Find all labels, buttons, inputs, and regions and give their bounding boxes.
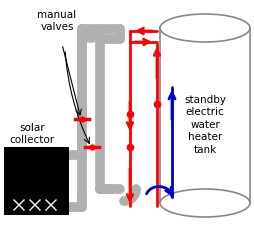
Ellipse shape [159, 189, 249, 217]
Ellipse shape [159, 15, 249, 43]
Bar [159, 29, 249, 203]
Text: standby
electric
water
heater
tank: standby electric water heater tank [183, 94, 225, 154]
Text: manual
valves: manual valves [37, 10, 76, 31]
Bar [4, 147, 69, 215]
Text: solar
collector: solar collector [9, 123, 54, 144]
